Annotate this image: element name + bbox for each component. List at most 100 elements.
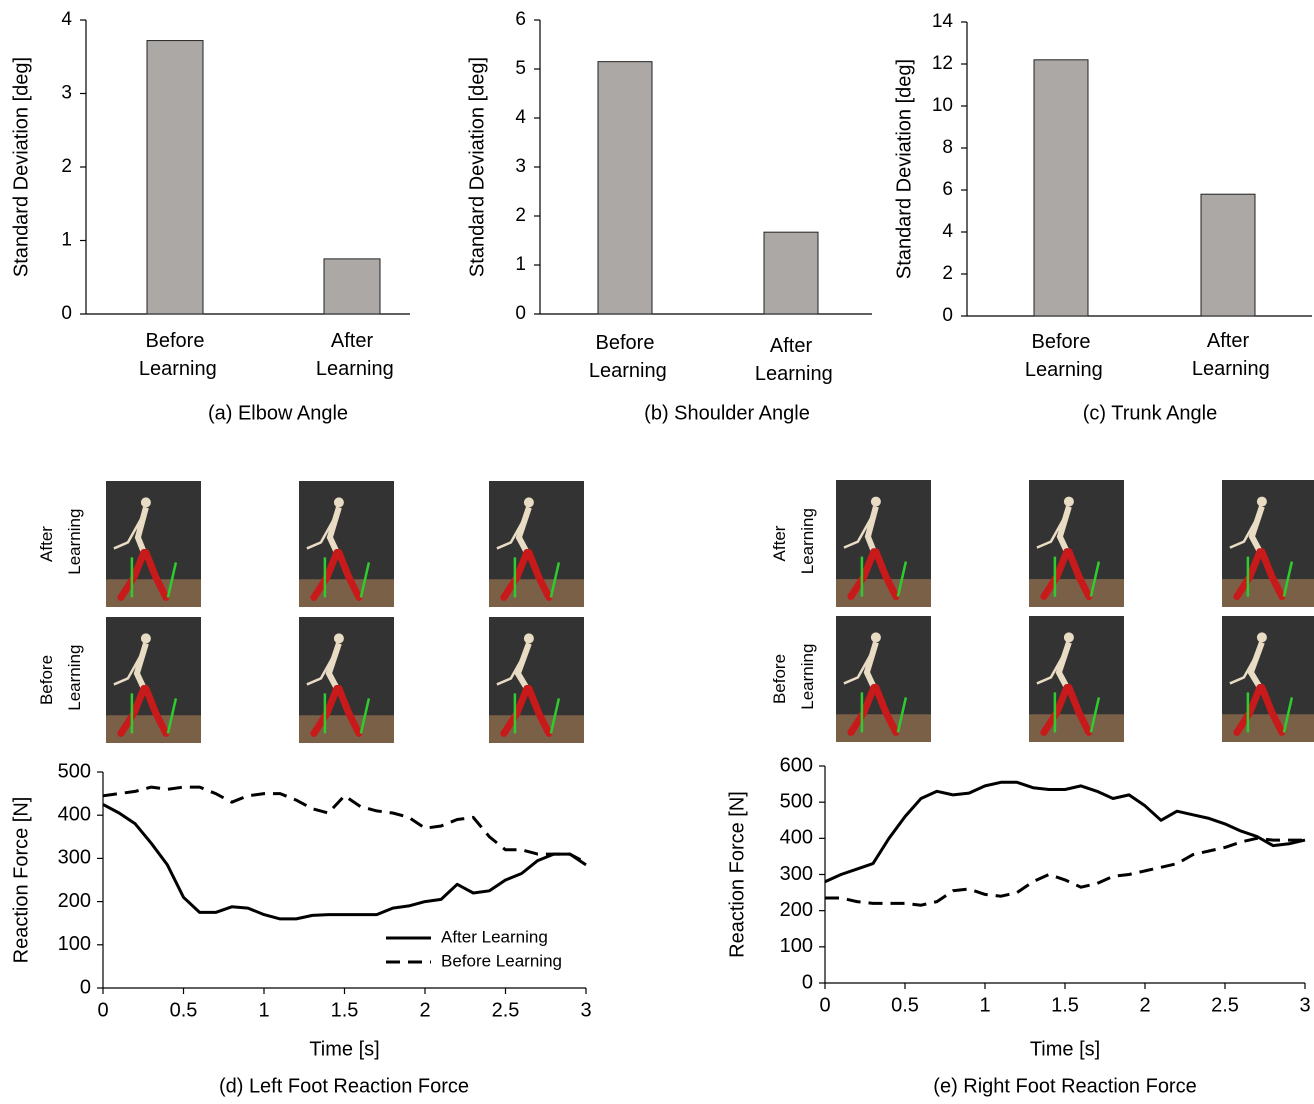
y-tick-label: 300 xyxy=(780,863,813,885)
caption: (e) Right Foot Reaction Force xyxy=(933,1075,1196,1097)
bar xyxy=(763,231,819,315)
snapshot-image xyxy=(299,481,394,607)
skeleton-body xyxy=(133,642,149,690)
y-tick-label: 2 xyxy=(515,205,526,226)
y-tick-label: 1 xyxy=(515,254,526,275)
x-tick-label: 3 xyxy=(580,999,591,1021)
skeleton-arm xyxy=(843,651,873,685)
y-tick-label: 300 xyxy=(58,847,91,869)
snapshot-image xyxy=(489,481,584,607)
skeleton-legs xyxy=(310,548,363,601)
skeleton-arm xyxy=(306,652,336,686)
skeleton-arm xyxy=(113,652,143,686)
y-tick-label: 2 xyxy=(61,156,72,177)
snapshot-image xyxy=(106,481,201,607)
row-label: After Learning xyxy=(37,509,84,580)
y-tick-label: 500 xyxy=(58,760,91,782)
snapshot-image xyxy=(106,617,201,743)
skeleton-head xyxy=(1256,496,1267,507)
skeleton-arm xyxy=(1229,651,1259,685)
y-tick-label: 400 xyxy=(780,827,813,849)
bar xyxy=(146,40,204,315)
x-tick-label: After Learning xyxy=(310,330,393,380)
force-arrows xyxy=(1246,692,1294,733)
x-tick-label: 1.5 xyxy=(331,999,359,1021)
skeleton-legs xyxy=(847,548,900,601)
snapshot-image xyxy=(836,480,931,607)
force-arrows xyxy=(130,693,178,734)
x-tick-label: 2 xyxy=(1139,994,1150,1016)
force-arrows xyxy=(1053,556,1101,597)
caption: (c) Trunk Angle xyxy=(1083,402,1218,424)
y-tick-label: 400 xyxy=(58,803,91,825)
y-tick-label: 4 xyxy=(61,9,72,30)
x-tick-label: 2 xyxy=(419,999,430,1021)
skeleton-legs xyxy=(117,548,170,601)
caption: (a) Elbow Angle xyxy=(208,402,348,424)
snapshot-image xyxy=(299,617,394,743)
skeleton-legs xyxy=(1040,683,1093,736)
force-arrows xyxy=(860,692,908,733)
x-axis-label: Time [s] xyxy=(309,1038,379,1060)
y-tick-label: 0 xyxy=(942,305,953,326)
y-tick-label: 3 xyxy=(61,83,72,104)
y-tick-label: 3 xyxy=(515,156,526,177)
skeleton-legs xyxy=(1040,548,1093,601)
force-arrows xyxy=(323,557,371,598)
skeleton-arm xyxy=(1036,515,1066,549)
caption: (b) Shoulder Angle xyxy=(644,402,810,424)
y-axis-label: Standard Deviation [deg] xyxy=(466,57,488,277)
y-tick-label: 2 xyxy=(942,263,953,284)
skeleton-head xyxy=(1063,632,1074,643)
skeleton-head xyxy=(870,632,881,643)
x-tick-label: 1.5 xyxy=(1051,994,1079,1016)
force-arrows xyxy=(1246,556,1294,597)
y-tick-label: 6 xyxy=(515,9,526,30)
force-arrows xyxy=(860,556,908,597)
y-tick-label: 500 xyxy=(780,790,813,812)
skeleton-body xyxy=(1248,505,1265,554)
skeleton-head xyxy=(1256,632,1267,643)
skeleton-body xyxy=(134,506,149,554)
y-axis-label: Standard Deviation [deg] xyxy=(10,57,32,277)
y-tick-label: 0 xyxy=(515,303,526,324)
skeleton-arm xyxy=(306,516,336,550)
x-tick-label: 2.5 xyxy=(492,999,520,1021)
y-axis-label: Reaction Force [N] xyxy=(726,791,748,958)
snapshot-image xyxy=(1222,616,1314,742)
y-tick-label: 0 xyxy=(802,971,813,993)
caption: (d) Left Foot Reaction Force xyxy=(219,1075,469,1097)
skeleton-arm xyxy=(496,516,526,550)
skeleton-legs xyxy=(1233,548,1286,601)
y-tick-label: 4 xyxy=(515,107,526,128)
legend-label: Before Learning xyxy=(441,951,562,970)
y-tick-label: 0 xyxy=(61,303,72,324)
skeleton-legs xyxy=(117,684,170,737)
y-tick-label: 200 xyxy=(58,890,91,912)
y-tick-label: 100 xyxy=(780,935,813,957)
force-arrows xyxy=(513,557,561,598)
x-tick-label: 0 xyxy=(819,994,830,1016)
force-arrows xyxy=(323,693,371,734)
x-tick-label: Before Learning xyxy=(1019,331,1102,381)
x-tick-label: 0.5 xyxy=(170,999,198,1021)
skeleton-head xyxy=(333,497,344,508)
row-label: Before Learning xyxy=(37,645,84,716)
skeleton-legs xyxy=(310,684,363,737)
skeleton-legs xyxy=(1233,683,1286,736)
skeleton-head xyxy=(140,633,151,644)
skeleton-head xyxy=(870,496,881,507)
skeleton-legs xyxy=(847,683,900,736)
y-tick-label: 0 xyxy=(80,976,91,998)
x-tick-label: After Learning xyxy=(1186,330,1269,380)
skeleton-body xyxy=(864,505,879,553)
x-tick-label: 1 xyxy=(258,999,269,1021)
bar xyxy=(323,258,381,315)
y-tick-label: 600 xyxy=(780,754,813,776)
x-tick-label: Before Learning xyxy=(133,330,216,380)
y-tick-label: 4 xyxy=(942,221,953,242)
y-tick-label: 8 xyxy=(942,137,953,158)
line-series xyxy=(102,785,587,865)
skeleton-body xyxy=(1055,641,1072,689)
